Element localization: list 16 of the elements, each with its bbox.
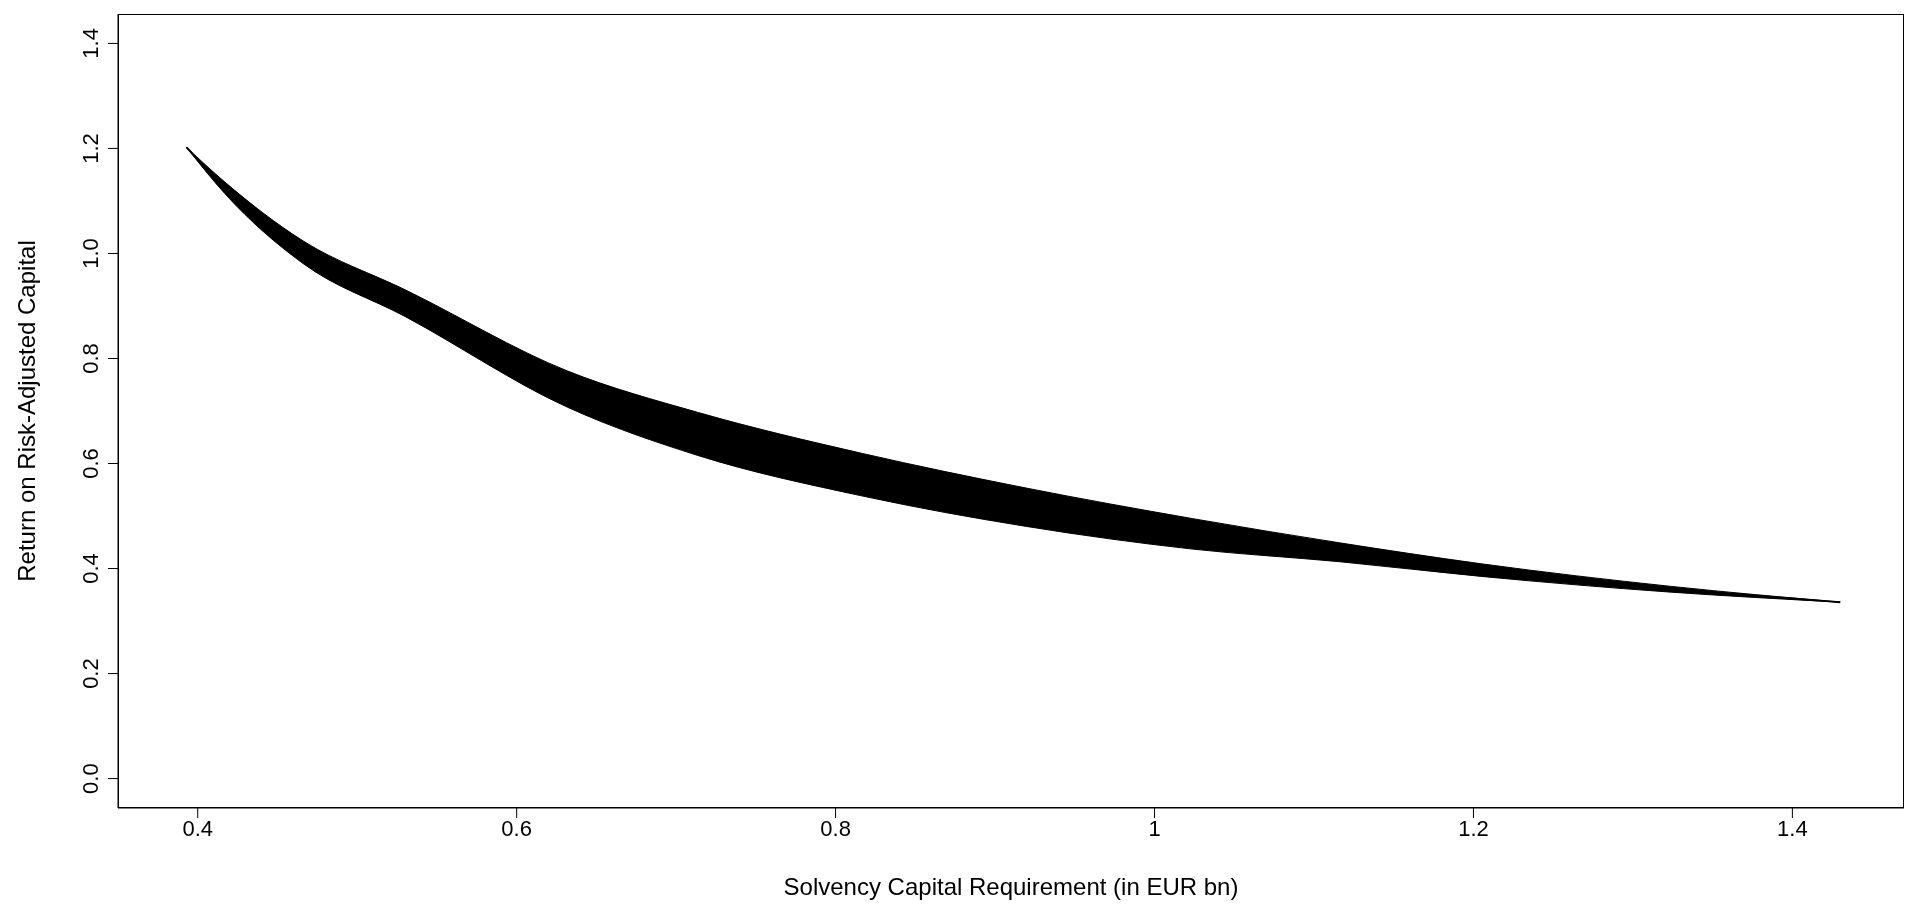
x-tick-label: 1.2 — [1458, 815, 1489, 841]
y-tick-label: 0.4 — [78, 553, 103, 584]
x-tick-label: 0.4 — [182, 815, 214, 841]
y-tick-label: 1.4 — [78, 28, 103, 59]
y-axis-title: Return on Risk-Adjusted Capital — [12, 240, 40, 582]
y-tick-label: 0.8 — [78, 343, 103, 374]
x-tick-label: 0.6 — [501, 815, 532, 841]
x-tick-label: 1.4 — [1777, 815, 1808, 841]
x-axis-title: Solvency Capital Requirement (in EUR bn) — [783, 873, 1239, 900]
y-tick-label: 0.6 — [78, 448, 103, 479]
y-tick-label: 0.2 — [78, 658, 103, 689]
x-tick-label: 0.8 — [820, 815, 851, 841]
y-tick-label: 1.0 — [78, 238, 103, 269]
y-tick-label: 0.0 — [78, 763, 103, 794]
y-tick-label: 1.2 — [78, 133, 103, 164]
x-tick-label: 1 — [1148, 815, 1161, 841]
